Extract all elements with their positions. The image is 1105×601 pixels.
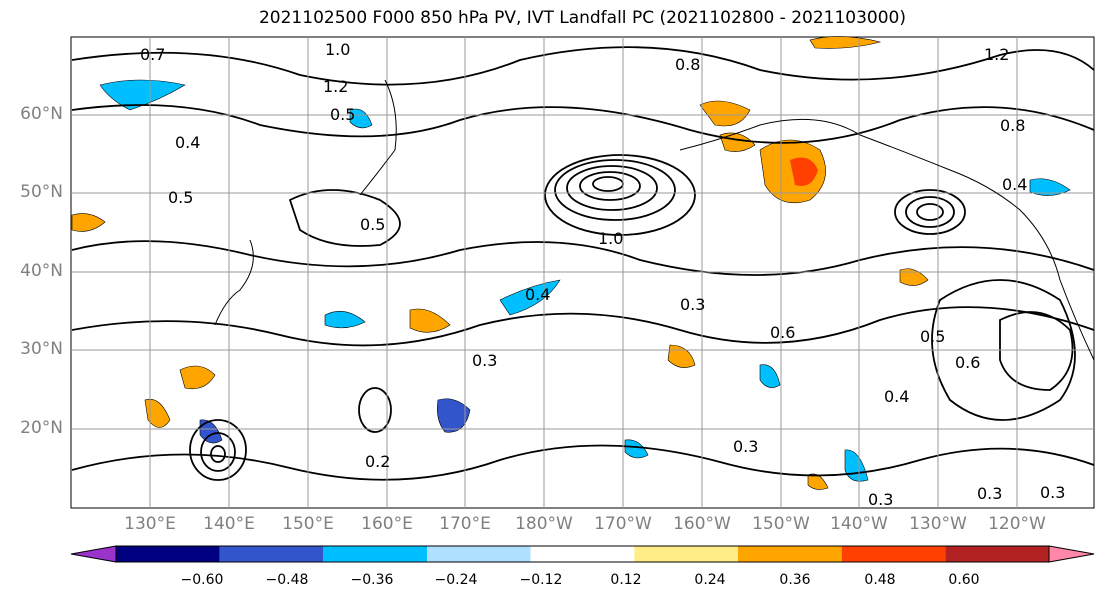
- contour-label: 0.8: [675, 55, 700, 74]
- grid-lines: [71, 37, 1094, 508]
- contour-label: 0.3: [733, 437, 758, 456]
- contour-label: 0.5: [330, 105, 355, 124]
- colorbar-cell: [738, 546, 842, 562]
- contour-label: 0.3: [868, 490, 893, 509]
- map-title: 2021102500 F000 850 hPa PV, IVT Landfall…: [258, 8, 906, 28]
- colorbar-cell: [116, 546, 220, 562]
- colorbar-tick-label: 0.24: [694, 572, 726, 588]
- contour-label: 0.6: [770, 323, 795, 342]
- lon-label-150e: 150°E: [282, 514, 334, 534]
- colorbar-tick-label: 0.12: [610, 572, 642, 588]
- lon-label-130e: 130°E: [124, 514, 176, 534]
- lon-label-160e: 160°E: [361, 514, 413, 534]
- contour-label: 0.5: [168, 188, 193, 207]
- colorbar-tick-label: 0.60: [948, 572, 980, 588]
- contour-label: 0.5: [920, 327, 945, 346]
- lon-label-140w: 140°W: [830, 514, 888, 534]
- contour-label: 0.3: [977, 484, 1002, 503]
- colorbar-tick-label: −0.24: [434, 572, 478, 588]
- lat-label-20n: 20°N: [20, 418, 63, 438]
- contour-layer: [71, 46, 1095, 481]
- contour-label: 0.3: [680, 295, 705, 314]
- colorbar-cell: [323, 546, 427, 562]
- colorbar-tick-label: 0.36: [779, 572, 811, 588]
- lon-label-170w: 170°W: [594, 514, 652, 534]
- contour-label: 0.4: [884, 387, 909, 406]
- lon-label-150w: 150°W: [752, 514, 810, 534]
- coastlines: [214, 79, 1095, 361]
- lon-label-140e: 140°E: [203, 514, 255, 534]
- contour-label: 0.8: [1000, 116, 1025, 135]
- colorbar-cell: [945, 546, 1049, 562]
- colorbar-tick-label: −0.36: [350, 572, 394, 588]
- lat-label-60n: 60°N: [20, 104, 63, 124]
- lat-label-50n: 50°N: [20, 182, 63, 202]
- colorbar-tick-label: −0.60: [180, 572, 224, 588]
- contour-label: 0.4: [525, 285, 550, 304]
- contour-label: 0.4: [1002, 175, 1027, 194]
- colorbar-cell: [530, 546, 635, 562]
- colorbar-tick-label: −0.48: [265, 572, 309, 588]
- lat-label-30n: 30°N: [20, 339, 63, 359]
- contour-label: 1.2: [323, 77, 348, 96]
- contour-label: 0.2: [365, 452, 390, 471]
- contour-label: 1.2: [984, 45, 1009, 64]
- contour-label: 0.6: [955, 353, 980, 372]
- colorbar-tick-label: −0.12: [519, 572, 563, 588]
- lon-label-120w: 120°W: [988, 514, 1046, 534]
- colorbar-cell: [841, 546, 946, 562]
- colorbar-tick-label: 0.48: [864, 572, 896, 588]
- colorbar-left-tip: [70, 545, 117, 563]
- contour-label: 0.4: [175, 133, 200, 152]
- contour-label: 0.3: [472, 351, 497, 370]
- contour-label: 1.0: [598, 229, 623, 248]
- colorbar-cells: [115, 545, 1050, 563]
- lon-label-180w: 180°W: [515, 514, 573, 534]
- colorbar-cell: [427, 546, 531, 562]
- lon-label-170e: 170°E: [439, 514, 491, 534]
- lon-label-160w: 160°W: [673, 514, 731, 534]
- contour-label: 1.0: [325, 40, 350, 59]
- contour-label: 0.3: [1040, 483, 1065, 502]
- contour-labels: 1.0 1.2 0.7 0.5 0.4 0.5 0.5 1.0 0.3 0.3 …: [140, 40, 1065, 509]
- colorbar-cell: [634, 546, 738, 562]
- lat-label-40n: 40°N: [20, 261, 63, 281]
- contour-label: 0.5: [360, 215, 385, 234]
- contour-label: 0.7: [140, 45, 165, 64]
- lon-label-130w: 130°W: [909, 514, 967, 534]
- colorbar-right-tip: [1048, 545, 1095, 563]
- colorbar-cell: [219, 546, 324, 562]
